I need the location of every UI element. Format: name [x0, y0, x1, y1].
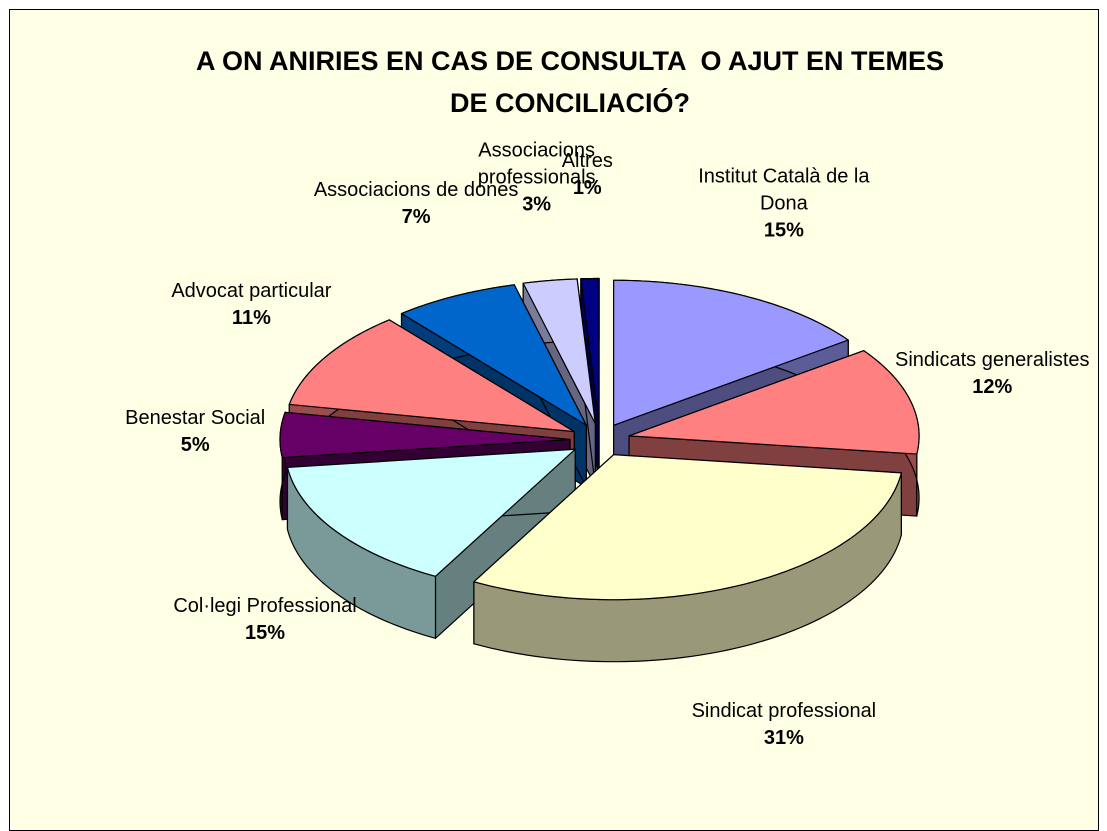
- slice-label: Col·legi Professional 15%: [155, 593, 375, 647]
- value-label: 7%: [401, 205, 431, 228]
- category-label: Advocat particular: [171, 280, 332, 303]
- value-label: 5%: [180, 433, 210, 456]
- value-label: 15%: [245, 621, 286, 644]
- slice: [286, 448, 576, 577]
- value-label: 31%: [763, 727, 804, 750]
- value-label: 3%: [522, 193, 552, 216]
- category-label: Institut Català de la Dona: [698, 165, 870, 215]
- slice-label: Sindicat professional 31%: [674, 698, 894, 752]
- slice: [628, 350, 920, 455]
- category-label: Benestar Social: [125, 406, 266, 429]
- category-label: Altres: [561, 150, 613, 173]
- slice: [279, 411, 571, 459]
- value-label: 1%: [572, 177, 602, 200]
- category-label: Associacions de dones: [313, 178, 519, 201]
- slice-label: Advocat particular 11%: [141, 278, 361, 332]
- value-label: 11%: [231, 307, 271, 330]
- slice-label: Institut Català de la Dona 15%: [674, 163, 894, 244]
- chart-title: A ON ANIRIES EN CAS DE CONSULTA O AJUT E…: [195, 46, 952, 118]
- value-label: 15%: [763, 219, 804, 242]
- value-label: 12%: [972, 376, 1013, 399]
- slice-label: Benestar Social 5%: [85, 405, 305, 459]
- slice: [580, 277, 600, 425]
- slice-label: Sindicats generalistes 12%: [882, 347, 1102, 401]
- slice: [613, 279, 849, 426]
- chart: [279, 277, 920, 663]
- slice: [522, 278, 596, 425]
- slice: [473, 454, 902, 601]
- category-label: Associacions professionals: [477, 139, 596, 189]
- slice-label: Associacions de dones 7%: [306, 177, 526, 231]
- category-label: Sindicats generalistes: [894, 349, 1090, 372]
- category-label: Sindicat professional: [691, 700, 877, 723]
- slice-label: Associacions professionals 3%: [427, 138, 647, 219]
- category-label: Col·legi Professional: [173, 594, 357, 617]
- slice-label: Altres 1%: [477, 148, 697, 202]
- slice: [288, 319, 575, 433]
- slice: [400, 284, 587, 426]
